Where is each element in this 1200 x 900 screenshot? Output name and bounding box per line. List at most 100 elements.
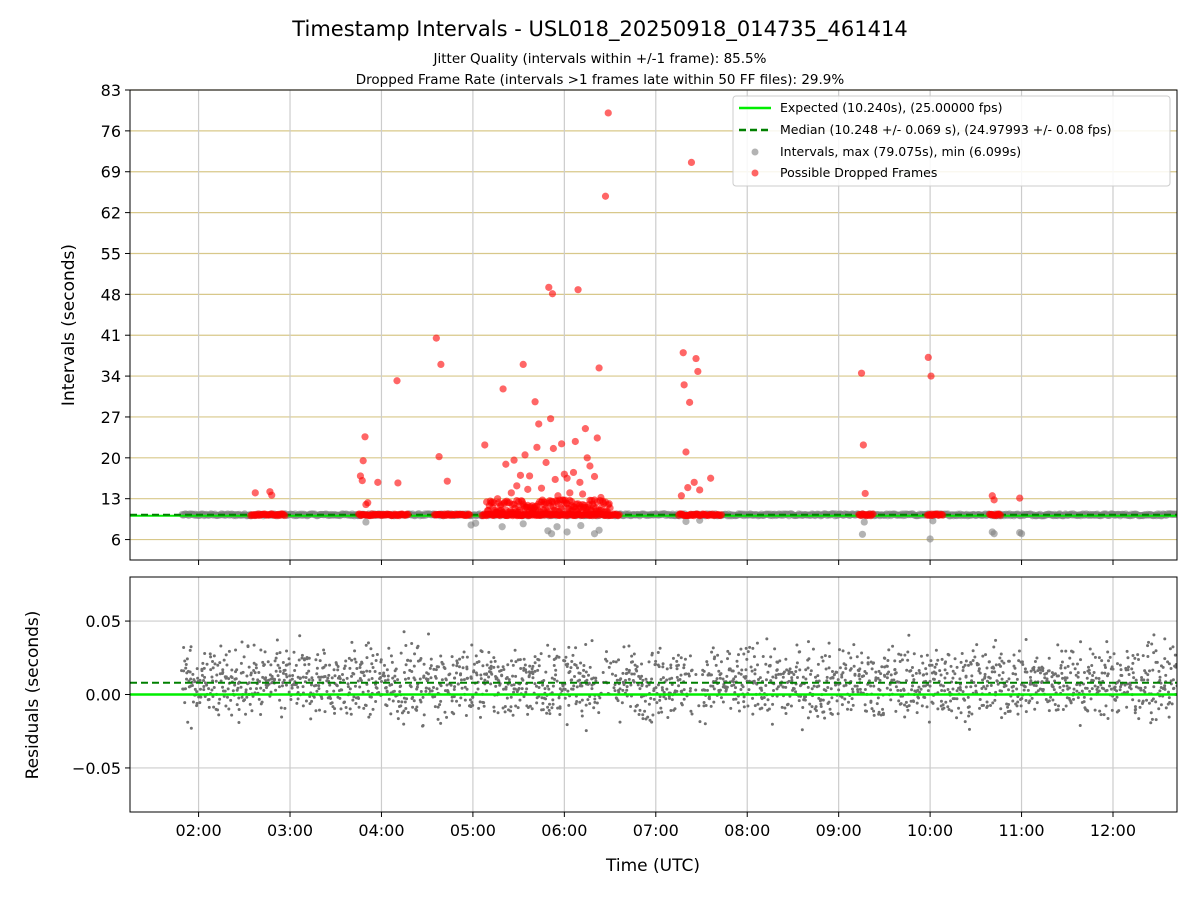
residual-point (211, 666, 215, 670)
residual-point (825, 679, 829, 683)
residual-point (237, 721, 241, 725)
residual-point (924, 667, 928, 671)
residual-point (593, 700, 597, 704)
residual-point (776, 685, 780, 689)
residual-point (866, 656, 870, 660)
residual-point (1139, 686, 1143, 690)
residual-point (371, 665, 375, 669)
residual-point (1171, 645, 1175, 649)
residual-point (1049, 695, 1053, 699)
dropped-frame-point (601, 192, 610, 200)
residual-point (544, 670, 548, 674)
residual-point (189, 645, 193, 649)
residual-point (966, 663, 970, 667)
residual-point (1167, 715, 1171, 719)
residuals-panel: −0.050.000.05 02:00 03:00 04:00 05:00 06:00 0… (23, 576, 1178, 840)
residual-point (621, 671, 625, 675)
residual-point (514, 674, 518, 678)
residual-point (981, 678, 985, 682)
residual-point (978, 671, 982, 675)
residual-point (281, 660, 285, 664)
residual-point (547, 708, 551, 712)
residual-point (885, 676, 889, 680)
residual-point (658, 646, 662, 650)
residual-point (343, 664, 347, 668)
residual-point (1071, 650, 1075, 654)
residual-point (419, 689, 423, 693)
residual-point (224, 704, 228, 708)
residual-point (1096, 685, 1100, 689)
residual-point (627, 644, 631, 648)
residual-point (1040, 680, 1044, 684)
residual-point (457, 665, 461, 669)
residual-point (283, 706, 287, 710)
residual-point (1158, 678, 1162, 682)
residual-point (224, 675, 228, 679)
residual-point (1043, 676, 1047, 680)
residual-point (819, 704, 823, 708)
residual-point (830, 696, 834, 700)
residual-point (258, 679, 262, 683)
residual-point (419, 657, 423, 661)
residual-point (1146, 673, 1150, 677)
residual-point (772, 688, 776, 692)
residual-point (967, 710, 971, 714)
dropped-frame-point (615, 511, 623, 519)
residual-point (275, 638, 279, 642)
residual-point (1090, 687, 1094, 691)
residual-point (399, 704, 403, 708)
dropped-frame-point (554, 492, 562, 500)
residual-point (1007, 659, 1011, 663)
residual-point (677, 684, 681, 688)
residual-point (851, 690, 855, 694)
dropped-frame-point (677, 492, 685, 500)
residual-point (909, 669, 913, 673)
residual-point (410, 670, 414, 674)
residual-point (1008, 709, 1012, 713)
residual-point (819, 698, 823, 702)
residual-point (647, 683, 651, 687)
residual-point (1082, 700, 1086, 704)
residual-point (928, 679, 932, 683)
residual-point (296, 685, 300, 689)
residual-point (438, 703, 442, 707)
residual-point (265, 686, 269, 690)
dropped-frame-point (606, 504, 614, 512)
intervals-y-tick-label: 55 (101, 244, 121, 263)
residual-point (217, 713, 221, 717)
residual-point (199, 695, 203, 699)
residual-point (797, 699, 801, 703)
residual-point (840, 695, 844, 699)
residual-point (617, 690, 621, 694)
residual-point (283, 668, 287, 672)
residual-point (524, 690, 528, 694)
residual-point (518, 698, 522, 702)
residual-point (333, 707, 337, 711)
dropped-frame-point (690, 478, 698, 486)
residual-point (452, 712, 456, 716)
residual-point (347, 656, 351, 660)
residual-point (315, 689, 319, 693)
residual-point (745, 657, 749, 661)
residual-point (1005, 679, 1009, 683)
residual-point (1033, 670, 1037, 674)
residual-point (309, 717, 313, 721)
residual-point (1053, 672, 1057, 676)
residual-point (374, 658, 378, 662)
residual-point (673, 707, 677, 711)
residual-point (290, 686, 294, 690)
residual-point (351, 698, 355, 702)
interval-point (860, 518, 868, 526)
intervals-y-tick-label: 6 (111, 531, 121, 550)
residual-point (1072, 687, 1076, 691)
residual-point (1061, 688, 1065, 692)
residual-point (841, 649, 845, 653)
residual-point (367, 715, 371, 719)
dropped-frame-point (566, 489, 574, 497)
residual-point (219, 679, 223, 683)
residual-point (1015, 677, 1019, 681)
residual-point (744, 668, 748, 672)
residual-point (1126, 668, 1130, 672)
residual-point (308, 702, 312, 706)
residual-point (409, 659, 413, 663)
